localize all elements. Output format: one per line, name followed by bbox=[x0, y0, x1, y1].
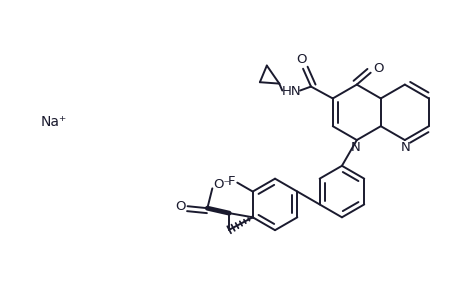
Text: N: N bbox=[351, 142, 361, 155]
Text: O: O bbox=[296, 53, 306, 66]
Text: O: O bbox=[373, 62, 384, 75]
Text: HN: HN bbox=[281, 85, 301, 98]
Text: Na⁺: Na⁺ bbox=[40, 115, 67, 129]
Text: O: O bbox=[175, 200, 186, 213]
Text: N: N bbox=[401, 142, 411, 155]
Text: O⁻: O⁻ bbox=[213, 178, 231, 191]
Text: F: F bbox=[227, 175, 235, 188]
